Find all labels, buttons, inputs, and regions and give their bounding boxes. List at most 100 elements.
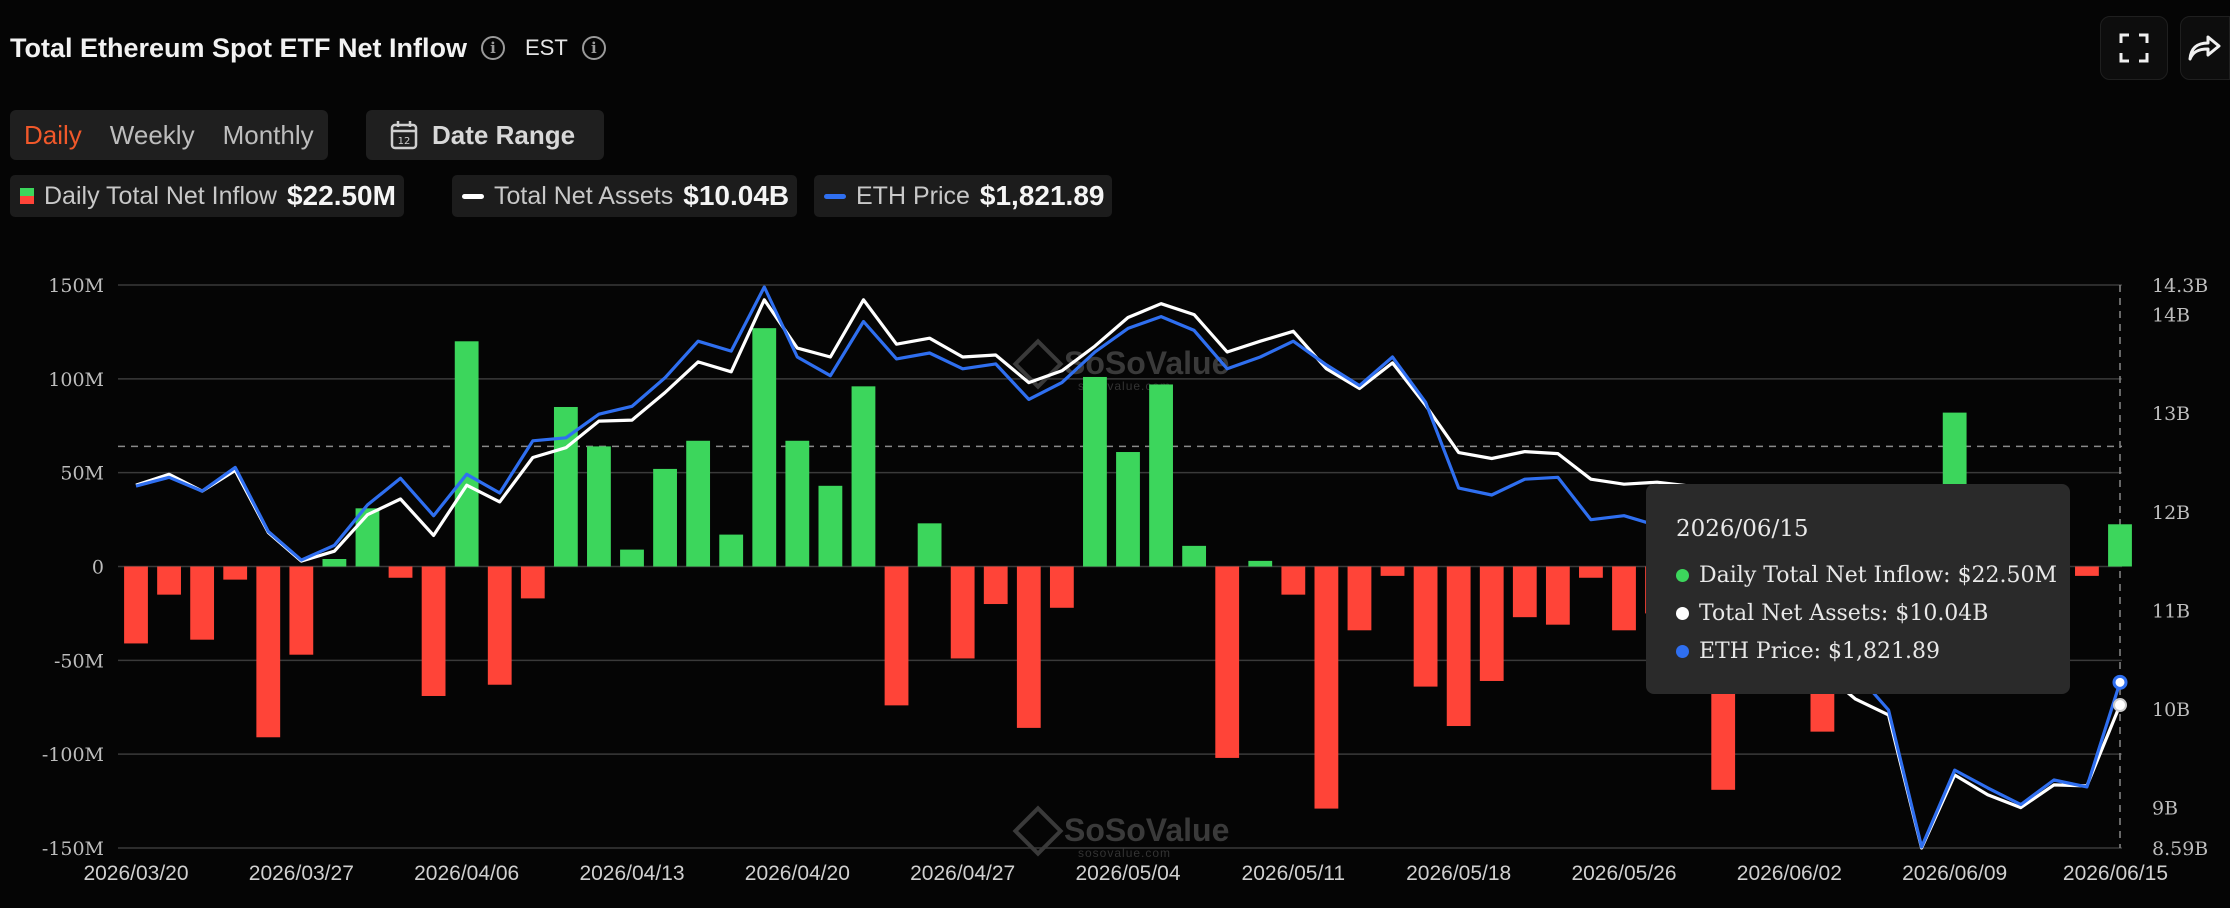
left-axis-tick-label: 0 xyxy=(92,557,104,579)
inflow-bar xyxy=(2108,524,2132,567)
inflow-bar xyxy=(190,566,215,640)
tab-daily[interactable]: Daily xyxy=(24,119,82,150)
legend-assets[interactable]: Total Net Assets $10.04B xyxy=(452,175,798,217)
legend-inflow-value: $22.50M xyxy=(286,180,396,211)
inflow-bar xyxy=(1545,566,1570,625)
timezone-info-icon[interactable]: i xyxy=(581,36,606,60)
page-title: Total Ethereum Spot ETF Net Inflow xyxy=(10,32,467,63)
inflow-bar xyxy=(1281,566,1306,595)
inflow-bar xyxy=(223,566,248,580)
inflow-bar xyxy=(818,485,843,567)
date-range-button[interactable]: 12 Date Range xyxy=(366,110,604,160)
share-icon xyxy=(2188,35,2221,61)
inflow-bar xyxy=(1347,566,1372,631)
right-axis-tick-label: 13B xyxy=(2152,403,2190,425)
share-button[interactable] xyxy=(2180,16,2230,80)
left-axis-tick-label: -100M xyxy=(42,744,104,766)
x-axis-tick-label: 2026/04/27 xyxy=(910,862,1015,885)
inflow-bar xyxy=(1612,566,1636,631)
calendar-day: 12 xyxy=(398,136,411,147)
inflow-bar xyxy=(256,566,281,738)
period-tabs: Daily Weekly Monthly xyxy=(10,110,328,160)
right-axis-tick-label: 14.3B xyxy=(2152,275,2208,297)
inflow-bar xyxy=(1182,545,1207,567)
inflow-bar xyxy=(785,440,810,567)
inflow-bar xyxy=(454,341,479,567)
x-axis-tick-label: 2026/05/04 xyxy=(1075,862,1180,885)
x-axis-tick-label: 2026/04/06 xyxy=(414,862,519,885)
watermark-name: SoSoValue xyxy=(1064,812,1230,848)
legend-price[interactable]: ETH Price $1,821.89 xyxy=(814,175,1113,217)
eth-price-marker xyxy=(2112,674,2128,690)
right-axis-tick-label: 8.59B xyxy=(2152,838,2208,860)
assets-dot-icon xyxy=(1676,606,1689,620)
left-axis-tick-label: 150M xyxy=(48,275,104,297)
inflow-bar xyxy=(1116,452,1140,567)
left-axis-tick-label: 50M xyxy=(60,463,104,485)
fullscreen-button[interactable] xyxy=(2100,16,2168,80)
left-axis-tick-label: 100M xyxy=(48,369,104,391)
title-row: Total Ethereum Spot ETF Net Inflow i EST… xyxy=(10,26,606,70)
inflow-bar xyxy=(520,566,545,599)
inflow-bar xyxy=(752,328,777,567)
inflow-bar xyxy=(421,566,446,696)
info-icon[interactable]: i xyxy=(481,36,505,60)
watermark-url: sosovalue.com xyxy=(1078,846,1172,860)
inflow-bar xyxy=(1049,566,1074,608)
inflow-bar xyxy=(917,523,942,567)
right-axis-tick-label: 14B xyxy=(2152,305,2190,327)
inflow-bar xyxy=(686,440,711,567)
legend-price-name: ETH Price xyxy=(856,181,970,210)
inflow-bar xyxy=(1314,566,1339,809)
tooltip-row-inflow: Daily Total Net Inflow: $22.50M xyxy=(1676,556,2070,594)
x-axis-tick-label: 2026/05/18 xyxy=(1406,862,1511,885)
price-swatch xyxy=(824,193,846,199)
x-axis-tick-label: 2026/05/26 xyxy=(1571,862,1676,885)
net-assets-marker xyxy=(2113,698,2127,713)
x-axis-tick-label: 2026/04/13 xyxy=(579,862,684,885)
inflow-bar xyxy=(719,534,744,567)
inflow-bar xyxy=(587,446,611,567)
watermark-top: SoSoValue sosovalue.com xyxy=(1012,338,1230,393)
assets-swatch xyxy=(462,193,484,199)
x-axis-tick-label: 2026/06/15 xyxy=(2063,862,2168,885)
tooltip-price-text: ETH Price: $1,821.89 xyxy=(1699,638,1940,664)
inflow-bar xyxy=(1380,566,1405,576)
timezone-label: EST xyxy=(525,35,568,60)
x-axis-tick-label: 2026/05/11 xyxy=(1242,862,1346,885)
inflow-bar xyxy=(388,566,413,578)
inflow-bar xyxy=(884,566,909,706)
x-axis-tick-label: 2026/03/20 xyxy=(83,862,188,885)
right-axis-tick-label: 10B xyxy=(2152,699,2190,721)
inflow-bar xyxy=(1016,566,1041,728)
right-axis-tick-label: 9B xyxy=(2152,798,2178,820)
inflow-bar xyxy=(950,566,975,659)
inflow-bar xyxy=(983,566,1008,605)
tooltip-date: 2026/06/15 xyxy=(1676,516,1809,542)
tab-monthly[interactable]: Monthly xyxy=(222,119,314,150)
inflow-bar xyxy=(620,549,644,567)
inflow-bar xyxy=(2075,566,2099,576)
tab-weekly[interactable]: Weekly xyxy=(109,119,195,150)
x-axis-tick-label: 2026/04/20 xyxy=(745,862,850,885)
fullscreen-icon xyxy=(2119,33,2149,63)
inflow-bar xyxy=(851,386,876,567)
inflow-bar xyxy=(1579,566,1603,578)
inflow-bar xyxy=(553,406,578,567)
legend-assets-name: Total Net Assets xyxy=(494,181,674,210)
inflow-bar xyxy=(1479,566,1504,681)
inflow-bar xyxy=(1149,384,1173,567)
inflow-bar xyxy=(1512,566,1537,618)
watermark-name: SoSoValue xyxy=(1064,345,1230,381)
inflow-bar xyxy=(653,468,677,567)
tooltip-inflow-text: Daily Total Net Inflow: $22.50M xyxy=(1699,562,2058,588)
x-axis-tick-label: 2026/06/02 xyxy=(1737,862,1842,885)
inflow-bar xyxy=(289,566,314,655)
legend-inflow[interactable]: Daily Total Net Inflow $22.50M xyxy=(10,175,404,217)
inflow-bar xyxy=(1215,566,1240,758)
inflow-bar xyxy=(1413,566,1438,687)
date-range-label: Date Range xyxy=(432,119,576,150)
x-axis-tick-label: 2026/03/27 xyxy=(249,862,354,885)
x-axis-tick-label: 2026/06/09 xyxy=(1902,862,2007,885)
